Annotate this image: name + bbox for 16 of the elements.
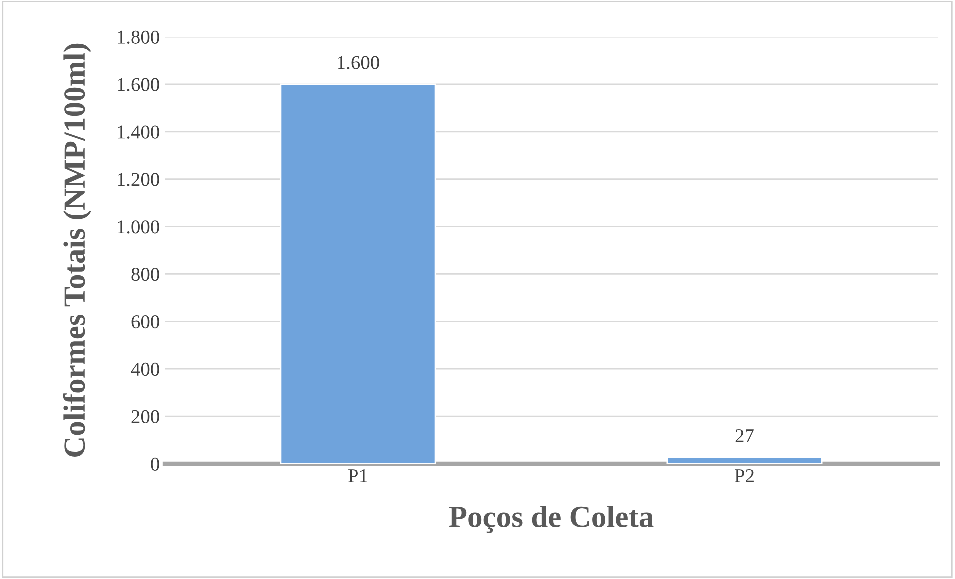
x-tick-label: P2: [735, 469, 754, 482]
x-tick-label: P1: [348, 470, 368, 482]
y-tick-label: 1.400: [118, 126, 160, 139]
y-tick-label: 1.200: [118, 173, 160, 186]
y-axis-title: Coliformes Totais (NMP/100ml): [63, 44, 92, 457]
x-axis-title: Poços de Coleta: [449, 506, 654, 534]
y-tick-label: 600: [132, 315, 160, 329]
y-tick-label: 1.600: [118, 78, 160, 92]
y-tick-label: 400: [131, 362, 160, 376]
text: 1.600: [338, 56, 380, 70]
y-tick-label: 200: [132, 410, 160, 424]
y-tick-label: 0: [151, 458, 160, 471]
y-tick-label: 1.800: [118, 30, 160, 44]
y-tick-label: 800: [132, 268, 160, 282]
y-tick-label: 1.000: [118, 220, 160, 234]
text: 27: [736, 429, 754, 442]
